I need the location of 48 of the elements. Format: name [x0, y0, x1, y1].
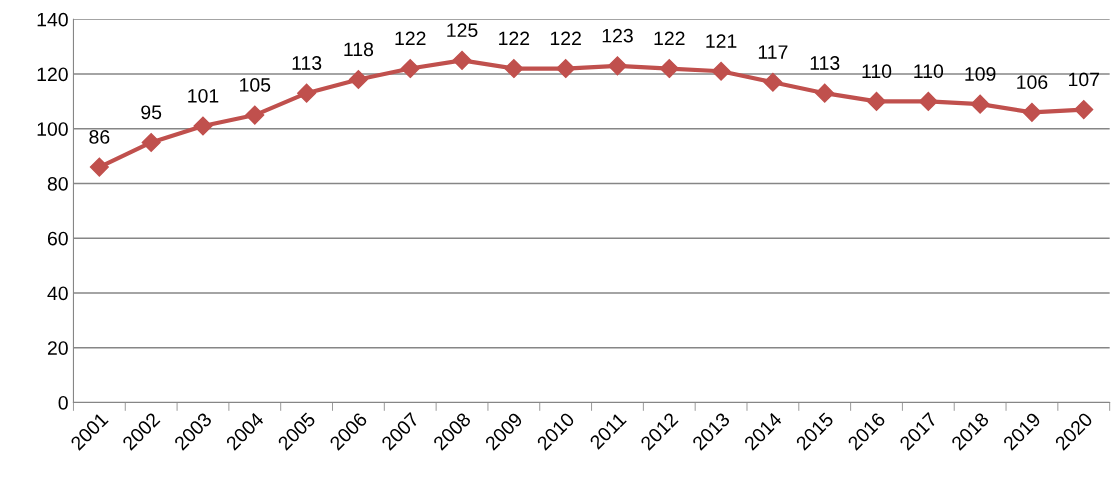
data-label: 118: [344, 42, 374, 57]
y-tick-label: 0: [58, 395, 68, 410]
data-label: 121: [706, 34, 737, 48]
data-label: 122: [395, 31, 426, 46]
data-label: 122: [654, 31, 685, 46]
point: [607, 56, 627, 76]
data-label: 125: [447, 23, 478, 38]
point: [763, 72, 783, 92]
data-label: 122: [499, 31, 530, 46]
data-label: 101: [188, 88, 219, 103]
data-label: 123: [602, 28, 633, 43]
y-tick-label: 140: [37, 12, 68, 27]
point: [245, 105, 265, 125]
data-label: 106: [1017, 75, 1048, 90]
data-label: 117: [758, 45, 788, 59]
data-label: 86: [89, 130, 110, 144]
point: [918, 91, 938, 111]
data-label: 95: [141, 105, 162, 120]
point: [970, 94, 990, 114]
point: [452, 50, 472, 70]
point: [866, 91, 887, 111]
y-tick-label: 100: [37, 122, 68, 136]
y-tick-label: 20: [47, 341, 68, 355]
data-label: 113: [810, 56, 840, 70]
point: [1074, 100, 1094, 120]
point: [89, 157, 109, 177]
point: [504, 59, 524, 79]
data-label: 110: [914, 64, 944, 79]
data-label: 109: [965, 67, 996, 81]
point: [400, 59, 420, 79]
point: [659, 59, 679, 79]
y-tick-label: 80: [47, 176, 68, 191]
data-label: 107: [1069, 72, 1099, 87]
point: [141, 132, 161, 152]
point: [1022, 102, 1042, 122]
point: [815, 83, 835, 103]
data-label: 113: [292, 56, 322, 70]
point: [297, 83, 317, 103]
data-label: 105: [240, 78, 271, 92]
y-tick-label: 120: [37, 67, 68, 82]
point: [193, 116, 213, 136]
y-tick-label: 60: [47, 231, 68, 246]
point: [711, 61, 731, 81]
point: [348, 69, 368, 90]
data-label: 122: [550, 31, 581, 46]
y-tick-label: 40: [47, 286, 68, 301]
data-label: 110: [862, 64, 892, 79]
point: [556, 59, 576, 79]
